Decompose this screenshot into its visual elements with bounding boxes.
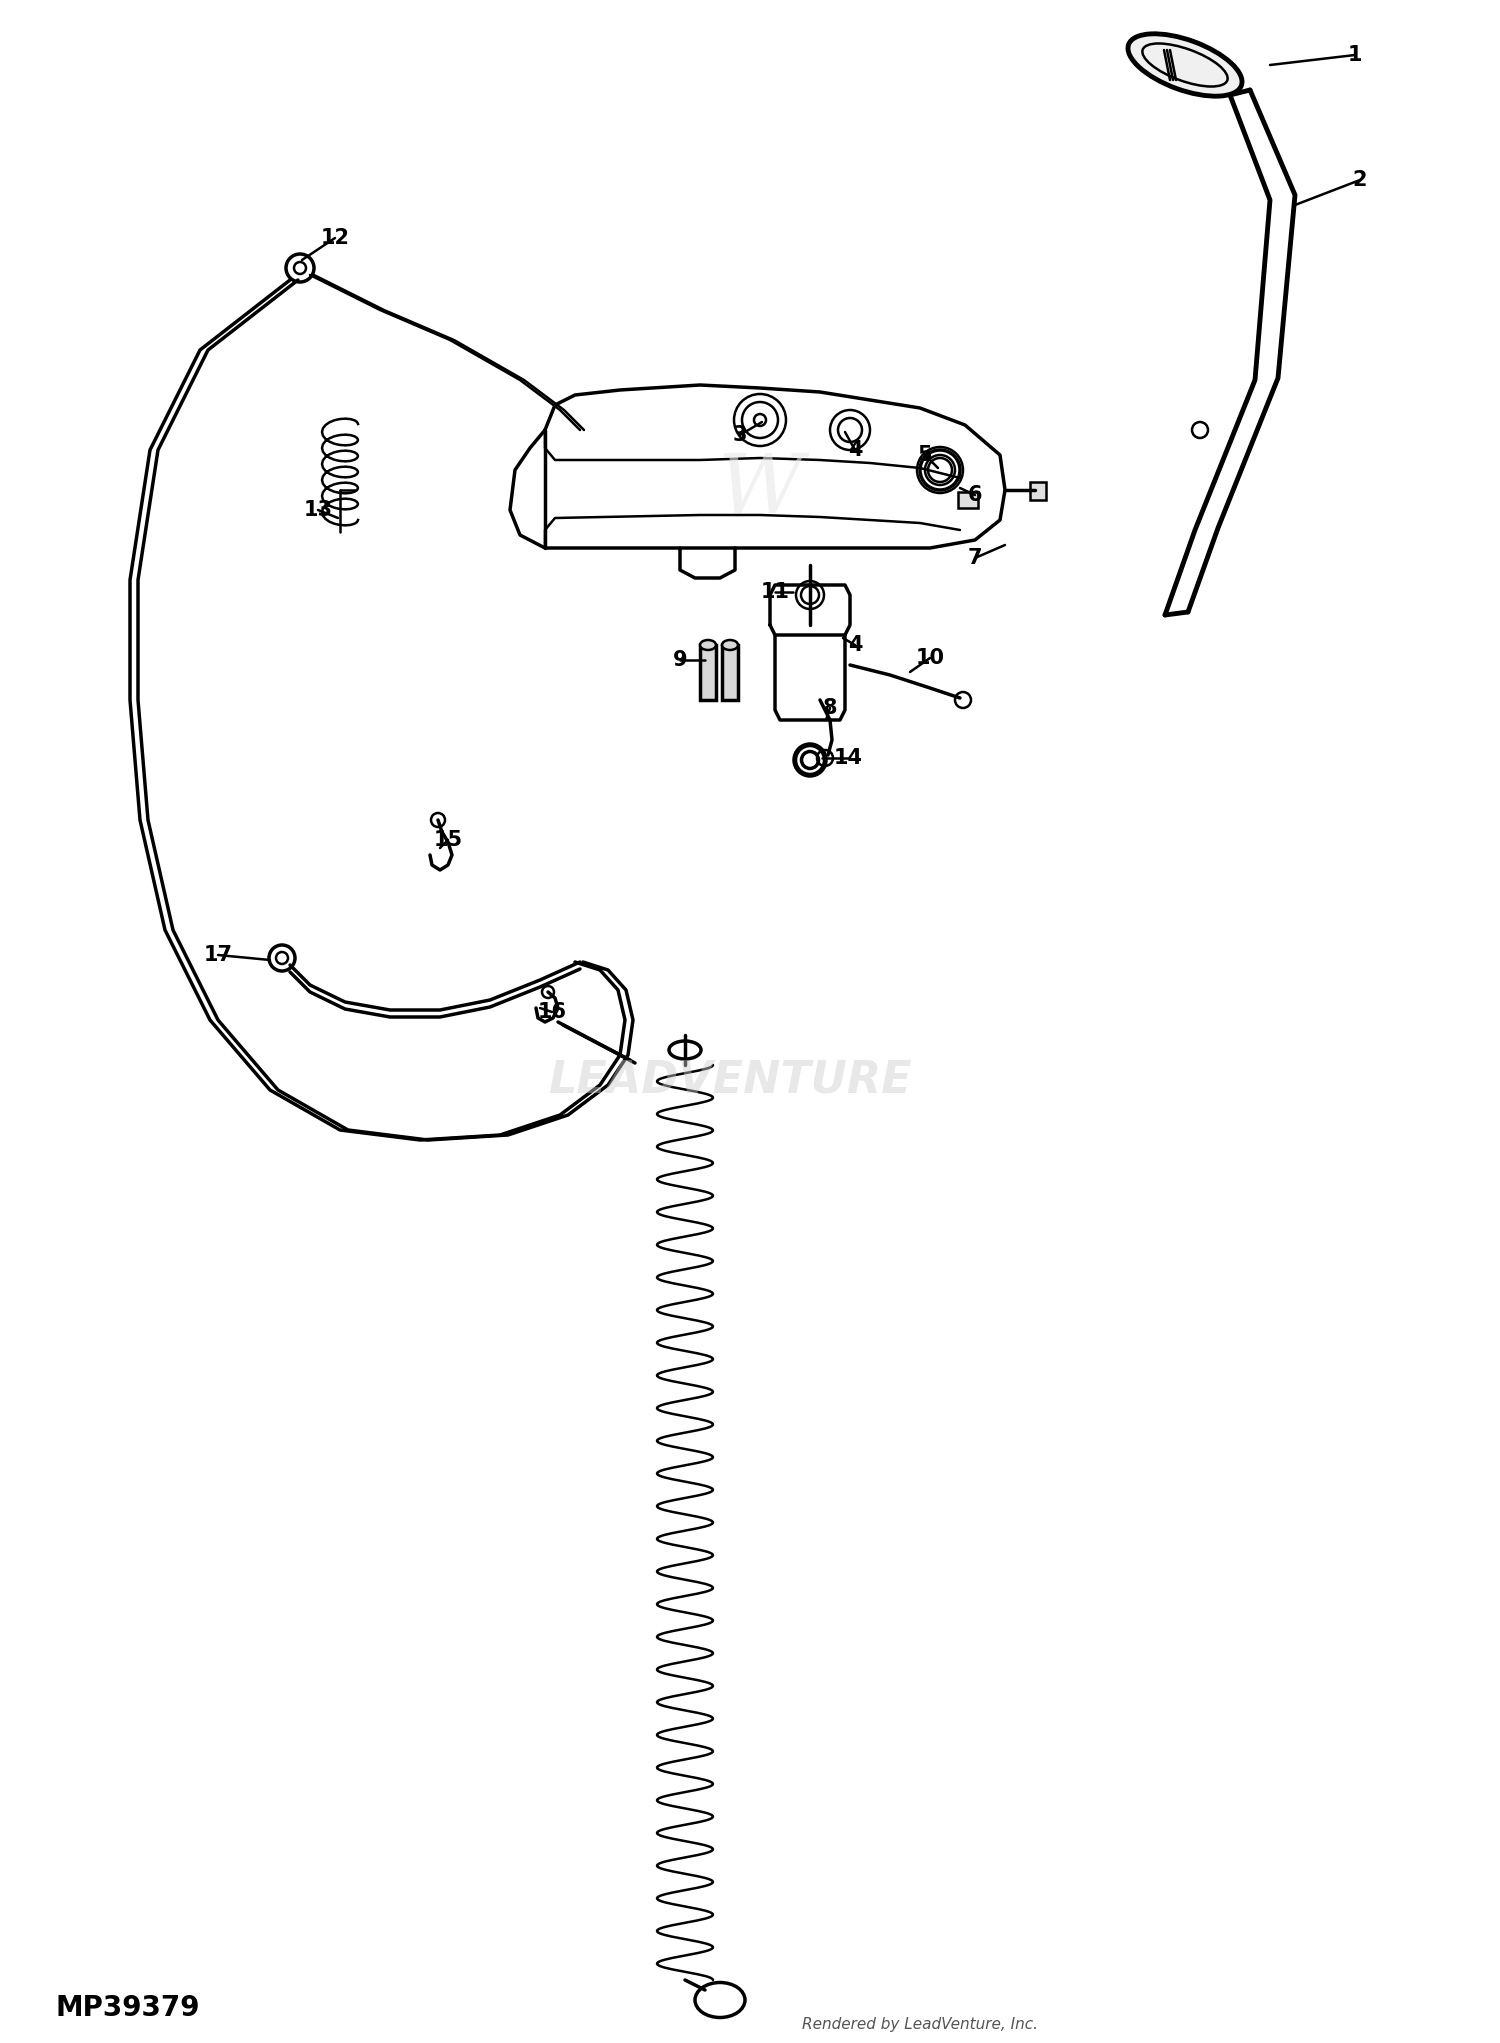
Bar: [1030, 482, 1045, 501]
Text: MP39379: MP39379: [56, 1994, 200, 2023]
Text: LEADVENTURE: LEADVENTURE: [549, 1058, 912, 1101]
Text: 12: 12: [321, 229, 350, 247]
Circle shape: [754, 415, 766, 427]
Text: 17: 17: [204, 946, 232, 964]
Text: 1: 1: [1347, 45, 1362, 65]
Text: 7: 7: [968, 548, 982, 568]
Text: 4: 4: [847, 635, 862, 656]
Text: 2: 2: [1353, 170, 1368, 190]
Text: 10: 10: [915, 648, 945, 668]
Ellipse shape: [722, 639, 738, 650]
Bar: [958, 492, 978, 509]
Text: W: W: [717, 449, 803, 529]
Text: 14: 14: [834, 748, 862, 768]
Text: 8: 8: [822, 699, 837, 717]
Ellipse shape: [700, 639, 715, 650]
Bar: [722, 646, 738, 701]
Text: 13: 13: [303, 501, 333, 521]
Text: 9: 9: [672, 650, 687, 670]
Ellipse shape: [1128, 35, 1242, 96]
Text: 5: 5: [918, 445, 933, 466]
Text: Rendered by LeadVenture, Inc.: Rendered by LeadVenture, Inc.: [802, 2018, 1038, 2033]
Text: 15: 15: [433, 829, 462, 850]
Text: 16: 16: [537, 1001, 567, 1022]
Text: 11: 11: [760, 582, 789, 603]
Text: 3: 3: [732, 425, 747, 445]
Text: 4: 4: [847, 439, 862, 460]
Bar: [700, 646, 715, 701]
Text: 6: 6: [968, 484, 982, 505]
